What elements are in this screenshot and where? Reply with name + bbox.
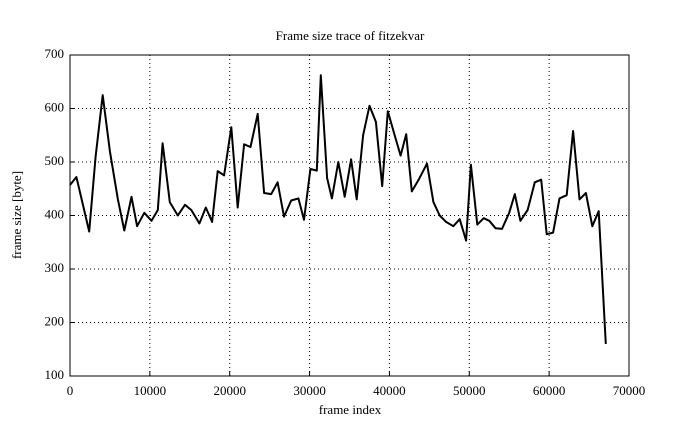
x-tick-label: 20000	[213, 383, 246, 398]
y-tick-label: 400	[45, 206, 65, 221]
x-tick-label: 40000	[373, 383, 406, 398]
x-axis-label: frame index	[319, 402, 382, 417]
y-tick-label: 200	[45, 313, 65, 328]
x-tick-label: 0	[67, 383, 74, 398]
y-tick-label: 600	[45, 99, 65, 114]
chart-title: Frame size trace of fitzekvar	[276, 28, 425, 43]
x-tick-label: 30000	[293, 383, 326, 398]
x-tick-label: 50000	[453, 383, 486, 398]
x-tick-label: 10000	[134, 383, 167, 398]
x-tick-label: 60000	[533, 383, 566, 398]
data-line	[69, 74, 607, 344]
y-tick-label: 300	[45, 260, 65, 275]
y-tick-label: 100	[45, 367, 65, 382]
y-tick-label: 500	[45, 153, 65, 168]
plot-frame	[69, 54, 630, 377]
y-tick-label: 700	[45, 46, 65, 61]
x-tick-label: 70000	[613, 383, 646, 398]
y-axis-label: frame size [byte]	[9, 171, 24, 259]
